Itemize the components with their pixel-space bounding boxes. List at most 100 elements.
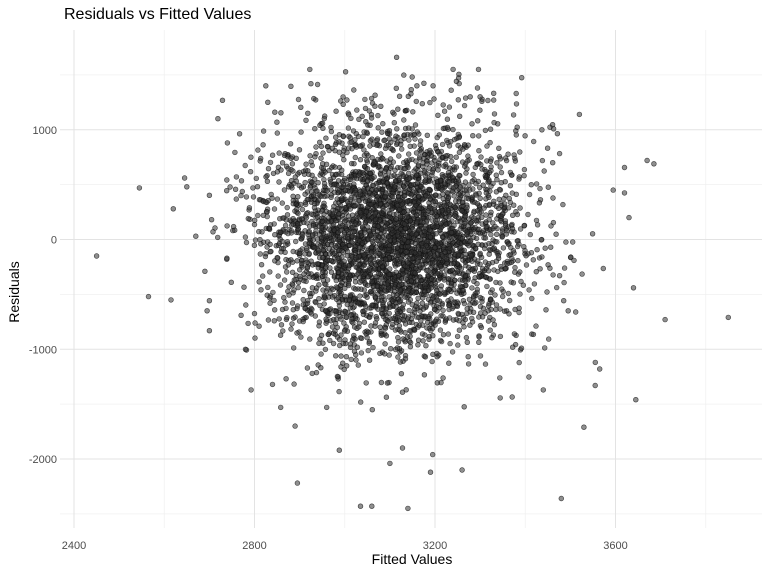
- data-point: [541, 168, 547, 174]
- data-point: [293, 238, 299, 245]
- data-point: [377, 324, 383, 330]
- data-point: [401, 117, 407, 123]
- data-point: [266, 225, 273, 231]
- data-point: [493, 258, 500, 264]
- data-point: [514, 124, 520, 130]
- data-point: [449, 174, 456, 181]
- data-point: [369, 278, 375, 284]
- data-point: [345, 125, 352, 131]
- data-point: [491, 97, 497, 103]
- data-point: [355, 270, 362, 276]
- data-point: [332, 328, 338, 334]
- data-point: [480, 228, 487, 234]
- data-point: [383, 166, 389, 172]
- data-point: [302, 305, 308, 312]
- data-point: [409, 302, 415, 308]
- data-point: [298, 334, 304, 340]
- data-point: [505, 151, 511, 157]
- data-point: [644, 157, 650, 164]
- data-point: [523, 253, 529, 259]
- data-point: [408, 192, 415, 198]
- data-point: [549, 160, 556, 166]
- data-point: [357, 293, 363, 299]
- data-point: [380, 178, 386, 184]
- data-point: [247, 169, 254, 175]
- data-point: [251, 242, 258, 249]
- data-point: [331, 250, 338, 257]
- data-point: [407, 143, 413, 150]
- data-point: [366, 228, 373, 235]
- data-point: [473, 217, 479, 224]
- data-point: [427, 227, 433, 233]
- data-point: [336, 139, 342, 145]
- data-point: [478, 324, 485, 331]
- data-point: [280, 328, 286, 334]
- data-point: [340, 133, 347, 140]
- data-point: [630, 285, 637, 291]
- data-point: [336, 262, 342, 269]
- data-point: [326, 215, 332, 221]
- data-point: [511, 331, 518, 337]
- data-point: [347, 292, 353, 298]
- data-point: [399, 389, 406, 395]
- data-point: [333, 171, 339, 178]
- data-point: [294, 330, 300, 336]
- data-point: [491, 267, 497, 273]
- data-point: [457, 283, 464, 289]
- data-point: [387, 156, 394, 162]
- data-point: [347, 242, 353, 249]
- data-point: [372, 210, 378, 217]
- data-point: [271, 221, 277, 227]
- data-point: [263, 251, 269, 257]
- data-point: [344, 234, 351, 240]
- data-point: [370, 182, 377, 189]
- data-point: [410, 226, 416, 233]
- data-point: [315, 180, 321, 186]
- data-point: [495, 253, 502, 259]
- data-point: [408, 91, 414, 97]
- data-point: [206, 192, 213, 199]
- data-point: [540, 387, 546, 393]
- data-point: [332, 148, 338, 154]
- data-point: [258, 262, 265, 268]
- data-point: [323, 316, 329, 322]
- data-point: [349, 337, 356, 343]
- data-point: [352, 154, 358, 161]
- data-point: [361, 319, 367, 325]
- data-point: [592, 382, 598, 389]
- data-point: [359, 240, 366, 246]
- data-point: [513, 90, 519, 97]
- data-point: [501, 308, 508, 314]
- data-point: [412, 122, 419, 128]
- data-point: [431, 306, 438, 313]
- data-point: [293, 277, 299, 283]
- data-point: [444, 260, 450, 266]
- data-point: [485, 97, 491, 104]
- data-point: [434, 134, 440, 141]
- data-point: [494, 177, 500, 183]
- data-point: [322, 294, 328, 300]
- data-point: [441, 108, 448, 114]
- data-point: [491, 198, 497, 205]
- data-point: [394, 250, 400, 256]
- data-point: [429, 260, 436, 266]
- data-point: [299, 260, 305, 267]
- data-point: [291, 345, 297, 351]
- data-point: [505, 241, 511, 247]
- data-point: [384, 281, 390, 288]
- data-point: [455, 342, 461, 348]
- data-point: [413, 231, 419, 238]
- data-point: [448, 229, 454, 236]
- data-point: [274, 119, 280, 125]
- data-point: [517, 205, 523, 211]
- data-point: [372, 216, 379, 223]
- y-axis-label-wrap: Residuals: [4, 261, 24, 322]
- data-point: [382, 351, 388, 357]
- data-point: [299, 206, 306, 213]
- data-point: [294, 480, 301, 486]
- data-point: [416, 254, 423, 261]
- data-point: [435, 167, 441, 173]
- data-point: [309, 179, 315, 186]
- data-point: [405, 260, 411, 266]
- data-point: [361, 188, 367, 194]
